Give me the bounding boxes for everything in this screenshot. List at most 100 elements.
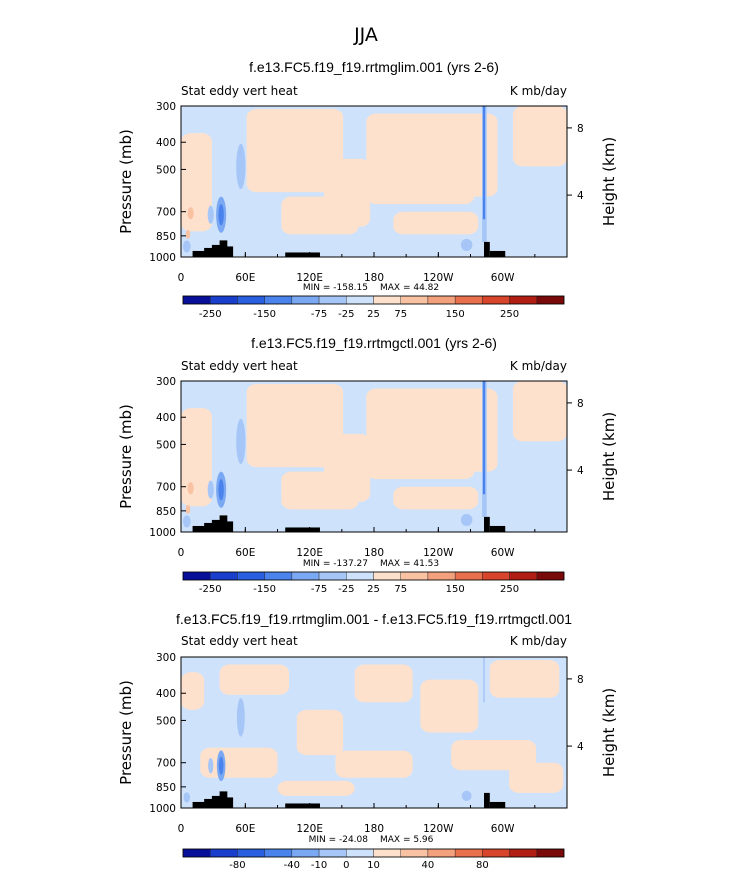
colorbar-box — [237, 295, 265, 305]
x-tick-label: 120E — [296, 547, 323, 559]
contour-region-positive — [335, 750, 413, 778]
y-axis-label: Pressure (mb) — [117, 680, 135, 785]
colorbar-box — [400, 571, 429, 581]
figure-title: JJA — [353, 24, 378, 46]
y2-tick-label: 8 — [577, 674, 584, 686]
colorbar-box — [264, 571, 293, 581]
colorbar-tick-label: 40 — [422, 860, 435, 871]
contour-region-positive — [458, 388, 498, 472]
colorbar-box — [454, 848, 483, 858]
y-tick-label: 500 — [156, 164, 176, 176]
colorbar-box — [210, 848, 238, 858]
topography — [489, 801, 506, 808]
topography — [219, 791, 228, 808]
y-tick-label: 500 — [156, 439, 176, 451]
x-tick-label: 60W — [491, 823, 515, 835]
x-tick-label: 120W — [423, 547, 454, 559]
topography — [219, 240, 228, 257]
colorbar-tick-label: 150 — [446, 309, 465, 320]
x-tick-label: 60E — [235, 547, 255, 559]
colorbar-box — [291, 848, 320, 858]
topography — [484, 516, 490, 532]
y-tick-label: 300 — [156, 376, 176, 388]
panel-title: f.e13.FC5.f19_f19.rrtmglim.001 - f.e13.F… — [176, 611, 572, 627]
colorbar-frame — [182, 571, 565, 581]
y-tick-label: 850 — [156, 782, 176, 794]
colorbar-tick-label: 80 — [476, 860, 489, 871]
y2-axis-label: Height (km) — [600, 137, 618, 226]
panel-title: f.e13.FC5.f19_f19.rrtmglim.001 (yrs 2-6) — [249, 59, 499, 75]
topography — [211, 519, 224, 532]
colorbar-tick-label: -40 — [284, 860, 300, 871]
topography — [192, 525, 212, 532]
y2-tick-label: 8 — [577, 398, 584, 410]
colorbar-tick-label: 75 — [394, 584, 407, 595]
contour-region-negative — [208, 758, 214, 774]
colorbar-box — [509, 571, 537, 581]
contour-region-negative — [218, 479, 224, 501]
colorbar-box — [182, 295, 211, 305]
contour-region-positive-strong — [187, 207, 194, 220]
colorbar-box — [454, 571, 483, 581]
contour-region-positive — [451, 740, 537, 771]
colorbar-tick-label: 25 — [367, 584, 380, 595]
x-tick-label: 0 — [178, 823, 185, 835]
y2-tick-label: 8 — [577, 123, 584, 135]
contour-region-positive — [281, 196, 359, 235]
topography — [225, 521, 234, 532]
contour-region-negative — [218, 756, 224, 775]
contour-region-positive-strong — [185, 229, 191, 239]
y-axis-label: Pressure (mb) — [117, 129, 135, 234]
y-axis-label: Pressure (mb) — [117, 404, 135, 509]
colorbar-tick-label: 250 — [500, 309, 519, 320]
colorbar-box — [346, 295, 374, 305]
contour-region-positive — [366, 388, 475, 480]
colorbar-box — [427, 848, 456, 858]
contour-region-positive — [366, 113, 475, 205]
y-tick-label: 850 — [156, 231, 176, 243]
colorbar-box — [400, 848, 429, 858]
topography — [489, 250, 506, 257]
colorbar-tick-label: 10 — [367, 860, 380, 871]
colorbar-box — [291, 571, 320, 581]
colorbar-box — [400, 295, 429, 305]
min-label: MIN = -137.27 — [303, 559, 368, 569]
y-tick-label: 700 — [156, 758, 176, 770]
y-tick-label: 700 — [156, 207, 176, 219]
colorbar-tick-label: -150 — [253, 309, 276, 320]
colorbar-box — [427, 295, 456, 305]
colorbar-box — [509, 848, 537, 858]
colorbar-box — [237, 571, 265, 581]
topography — [192, 250, 212, 257]
colorbar-box — [373, 571, 401, 581]
contour-region-positive — [509, 762, 564, 793]
panel-title: f.e13.FC5.f19_f19.rrtmgctl.001 (yrs 2-6) — [251, 335, 497, 351]
colorbar-tick-label: -10 — [311, 860, 327, 871]
colorbar-box — [264, 295, 293, 305]
contour-region-positive — [219, 664, 290, 695]
x-tick-label: 120W — [423, 272, 454, 284]
contour-band — [483, 657, 485, 703]
contour-region-negative — [236, 418, 246, 465]
x-tick-label: 0 — [178, 272, 185, 284]
x-tick-label: 120W — [423, 823, 454, 835]
x-tick-label: 60W — [491, 272, 515, 284]
contour-region-negative — [207, 205, 214, 224]
y-tick-label: 400 — [156, 688, 176, 700]
topography — [285, 527, 320, 532]
colorbar-tick-label: 250 — [500, 584, 519, 595]
y2-axis-label: Height (km) — [600, 688, 618, 777]
contour-region-positive — [393, 211, 479, 235]
panel-3: f.e13.FC5.f19_f19.rrtmglim.001 - f.e13.F… — [117, 611, 618, 871]
right-label: K mb/day — [510, 359, 567, 373]
topography — [211, 244, 224, 257]
contour-region-negative — [182, 515, 191, 528]
contour-region-positive-strong — [185, 504, 191, 514]
colorbar-tick-label: 25 — [367, 309, 380, 320]
colorbar-box — [373, 848, 401, 858]
colorbar-box — [237, 848, 265, 858]
contour-region-negative — [207, 480, 214, 499]
x-tick-label: 180 — [364, 272, 384, 284]
contour-region-negative — [460, 238, 473, 251]
colorbar-box — [346, 848, 374, 858]
